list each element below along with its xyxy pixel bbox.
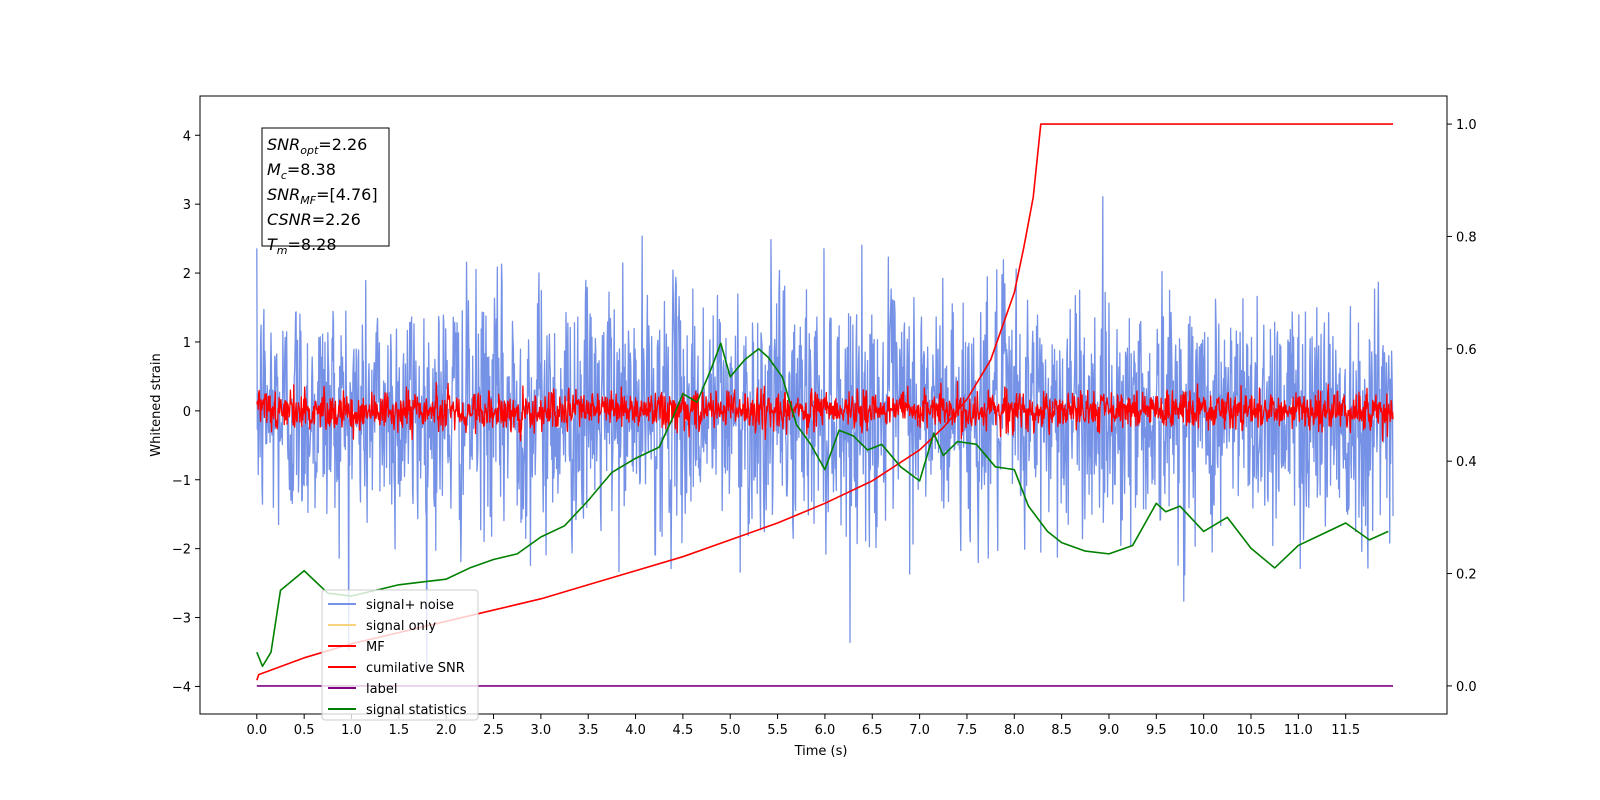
- x-tick-label: 11.5: [1331, 723, 1360, 738]
- legend-entry: MF: [366, 640, 385, 655]
- x-tick-label: 7.0: [909, 723, 930, 738]
- y-tick-label-right: 1.0: [1456, 118, 1477, 133]
- y-tick-label-left: −4: [172, 680, 191, 695]
- x-tick-label: 2.0: [436, 723, 457, 738]
- y-tick-label-right: 0.2: [1456, 568, 1477, 583]
- x-tick-label: 3.0: [531, 723, 552, 738]
- y-tick-label-left: 1: [183, 336, 191, 351]
- legend-entry: signal only: [366, 619, 436, 634]
- annotation-line: Mc=8.38: [267, 160, 336, 182]
- y-axis-right: 0.0 0.2 0.4 0.6 0.8 1.0: [1447, 118, 1477, 695]
- series-mf: [256, 380, 1394, 442]
- x-tick-label: 1.5: [388, 723, 409, 738]
- x-axis: 0.0 0.5 1.0 1.5 2.0 2.5 3.0 3.5 4.0 4.5 5.0 5.5 6.0 6…: [246, 714, 1360, 738]
- x-tick-label: 10.5: [1237, 723, 1266, 738]
- y-tick-label-left: 3: [183, 198, 191, 213]
- x-tick-label: 8.0: [1004, 723, 1025, 738]
- y-tick-label-right: 0.4: [1456, 455, 1477, 470]
- y-tick-label-right: 0.6: [1456, 343, 1477, 358]
- y-tick-label-right: 0.0: [1456, 680, 1477, 695]
- legend-entry: label: [366, 682, 397, 697]
- legend: signal+ noise signal only MF cumilative SNR…: [321, 589, 479, 721]
- y-tick-label-left: −3: [172, 612, 191, 627]
- x-tick-label: 6.0: [815, 723, 836, 738]
- x-tick-label: 5.0: [720, 723, 741, 738]
- y-tick-label-left: −1: [172, 474, 191, 489]
- legend-frame: [321, 589, 479, 721]
- legend-entry: cumilative SNR: [366, 661, 465, 676]
- x-tick-label: 0.5: [294, 723, 315, 738]
- series-signal-noise: [256, 196, 1394, 673]
- x-tick-label: 1.0: [341, 723, 362, 738]
- x-tick-label: 9.5: [1146, 723, 1167, 738]
- x-tick-label: 4.5: [673, 723, 694, 738]
- y-axis-left: −4 −3 −2 −1 0 1 2 3 4: [172, 129, 200, 695]
- y-tick-label-left: 4: [183, 129, 191, 144]
- x-tick-label: 9.0: [1099, 723, 1120, 738]
- x-tick-label: 5.5: [767, 723, 788, 738]
- annotation-box: SNRopt=2.26 Mc=8.38 SNRMF=[4.76] CSNR=2.26 T…: [261, 127, 390, 257]
- x-tick-label: 0.0: [246, 723, 267, 738]
- x-tick-label: 10.0: [1189, 723, 1218, 738]
- series-signal-statistics: [256, 342, 1389, 668]
- x-tick-label: 11.0: [1284, 723, 1313, 738]
- x-tick-label: 7.5: [957, 723, 978, 738]
- annotation-frame: [261, 127, 390, 247]
- x-tick-label: 3.5: [578, 723, 599, 738]
- plot-frame: [199, 95, 1448, 715]
- y-axis-label: Whitened strain: [149, 353, 164, 456]
- y-tick-label-right: 0.8: [1456, 230, 1477, 245]
- legend-entry: signal statistics: [366, 703, 467, 718]
- x-tick-label: 2.5: [483, 723, 504, 738]
- annotation-line: Tm=8.28: [267, 235, 337, 257]
- annotation-line: SNRMF=[4.76]: [267, 185, 378, 207]
- y-tick-label-left: 0: [183, 405, 191, 420]
- y-tick-label-left: −2: [172, 543, 191, 558]
- x-tick-label: 8.5: [1051, 723, 1072, 738]
- annotation-line: SNRopt=2.26: [267, 135, 367, 157]
- x-tick-label: 6.5: [862, 723, 883, 738]
- y-tick-label-left: 2: [183, 267, 191, 282]
- x-axis-label: Time (s): [794, 744, 848, 759]
- annotation-line: CSNR=2.26: [267, 210, 361, 229]
- legend-entry: signal+ noise: [366, 598, 454, 613]
- x-tick-label: 4.0: [625, 723, 646, 738]
